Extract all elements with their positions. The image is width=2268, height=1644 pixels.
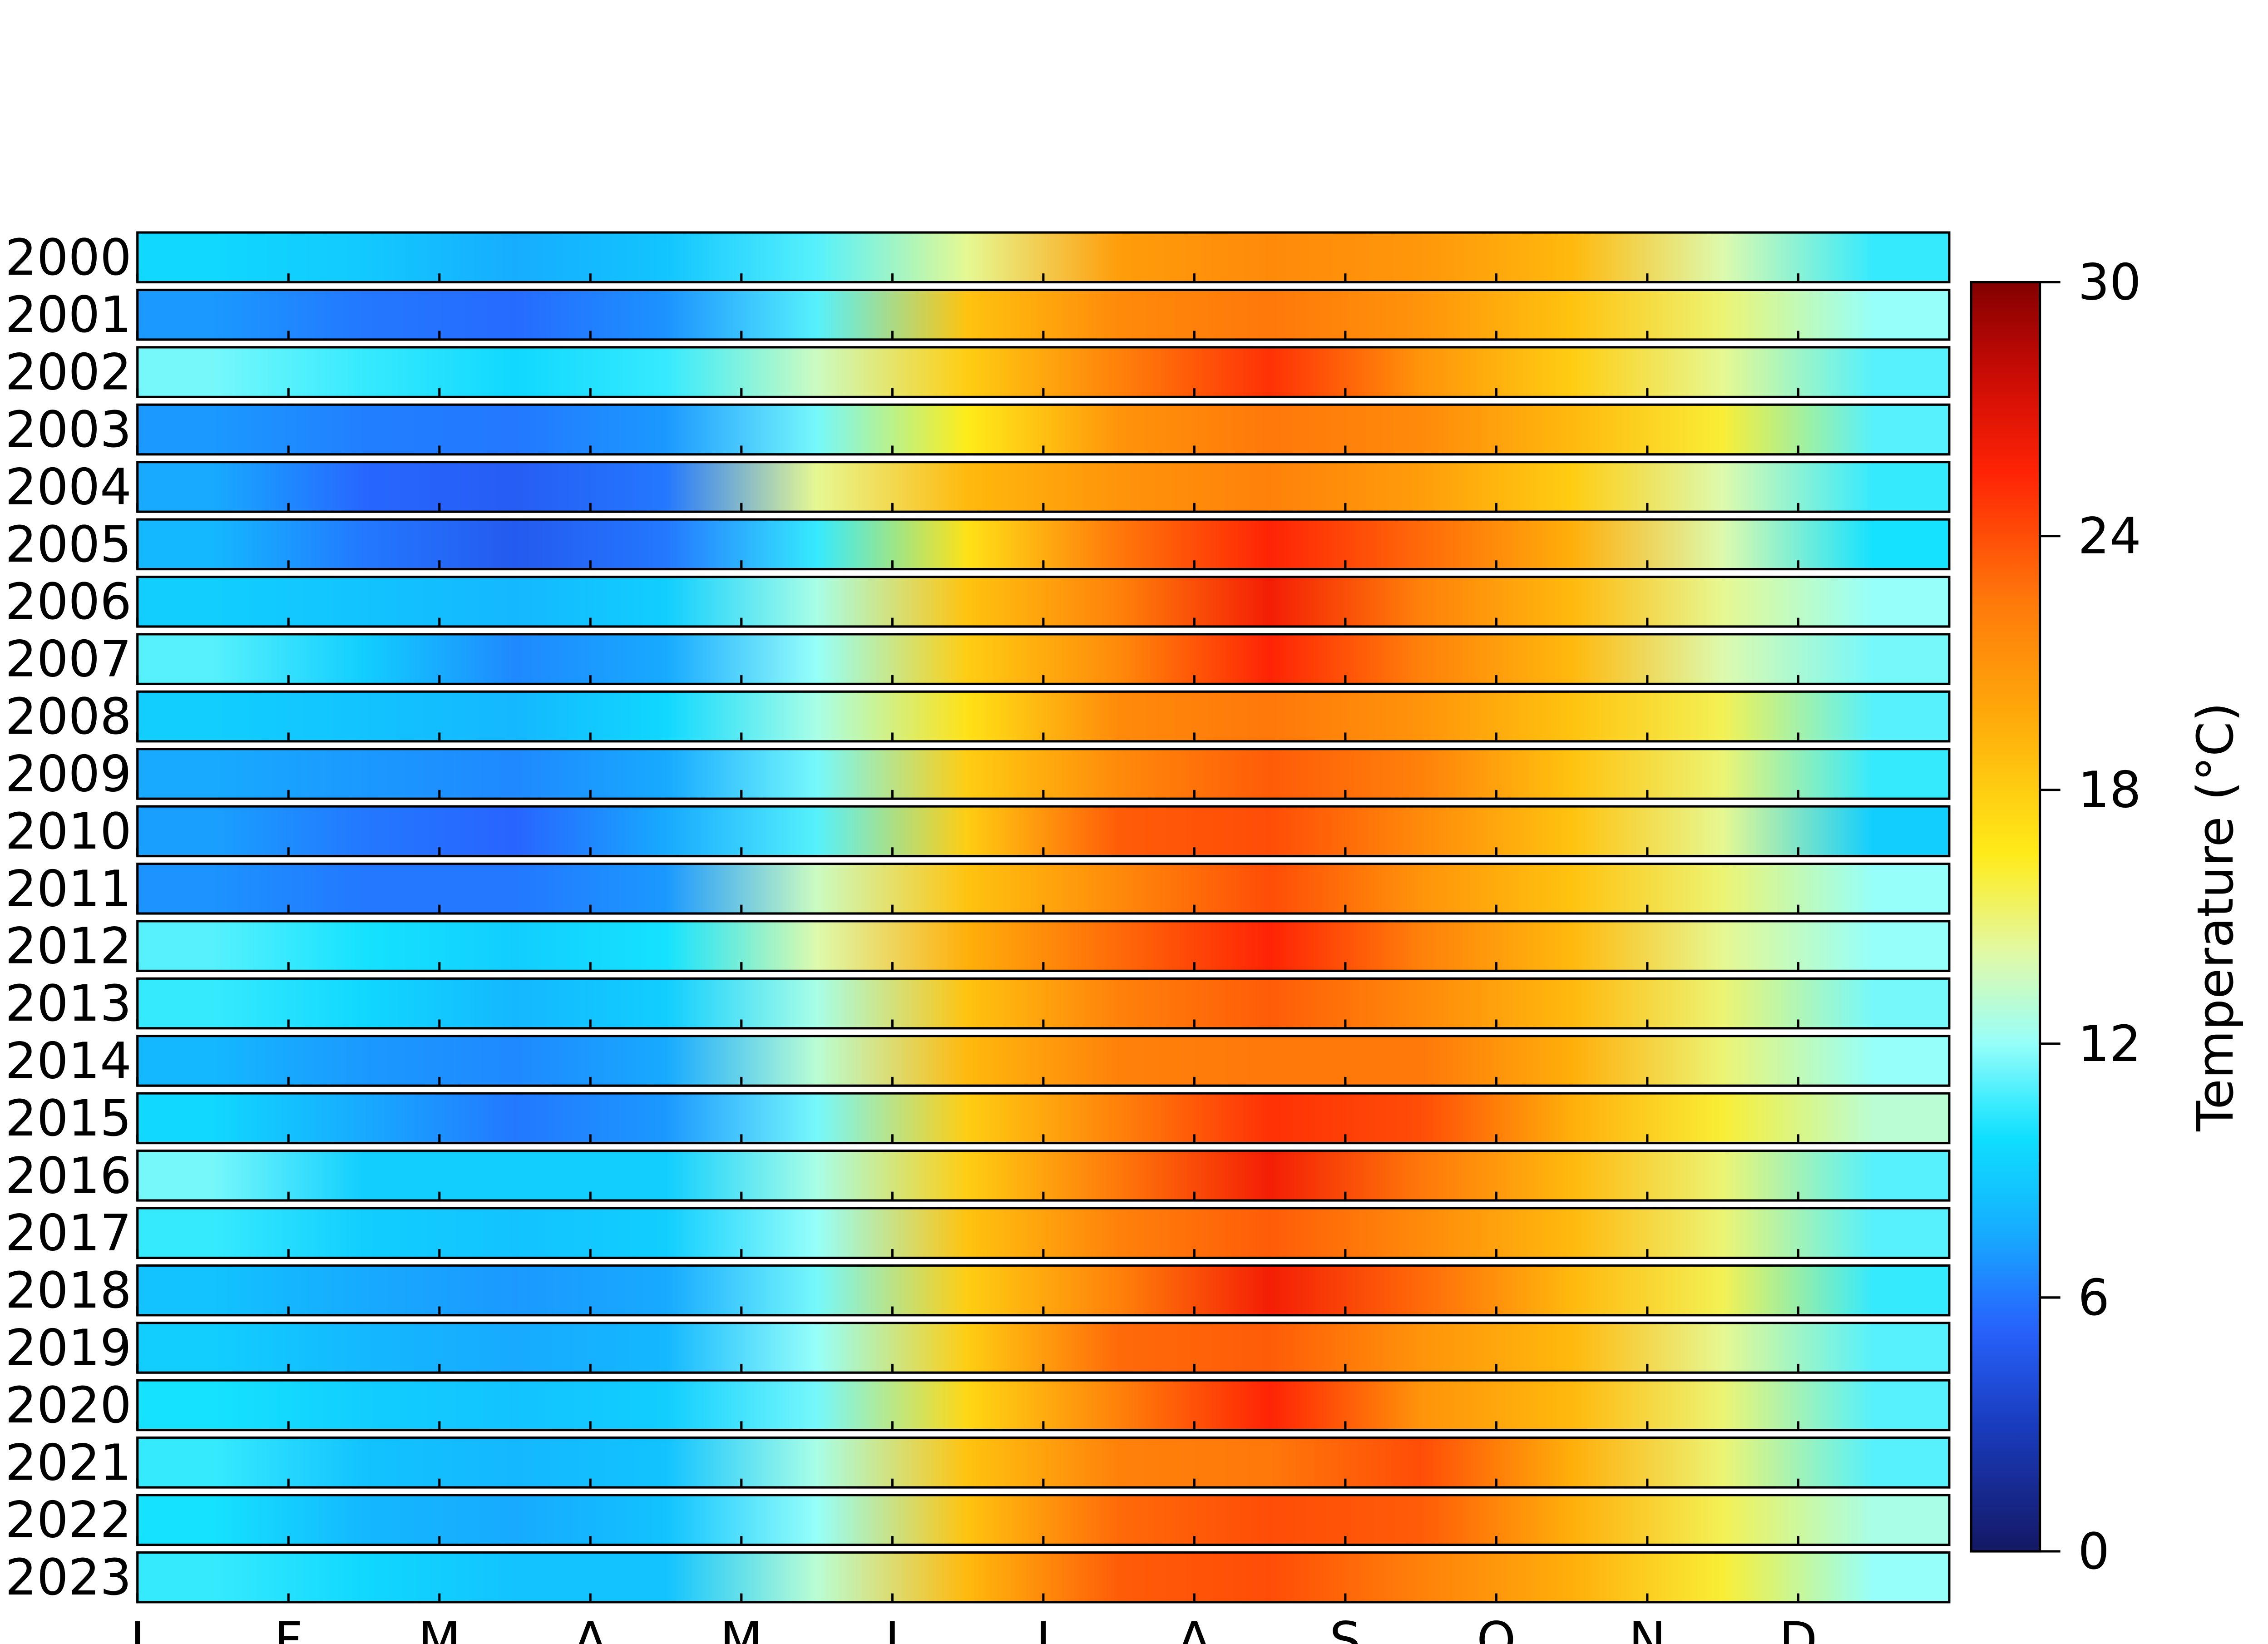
row-label-year: 2008 [5,687,132,745]
heatmap-row: 2020 [5,1376,1951,1434]
heatmap-row: 2018 [5,1261,1951,1319]
colorbar-gradient [1970,281,2041,1553]
row-label-year: 2017 [5,1204,132,1262]
x-tick-label-month: D [1779,1611,1817,1644]
row-label-year: 2006 [5,573,132,631]
heatmap-row: 2014 [5,1032,1951,1090]
heatmap-row: 2011 [5,859,1951,918]
row-label-year: 2001 [5,286,132,344]
row-label-year: 2020 [5,1376,132,1434]
colorbar-tick-label: 24 [2078,507,2141,565]
row-label-year: 2000 [5,228,132,286]
heatmap-row: 2001 [5,286,1951,344]
colorbar-tick-label: 18 [2078,761,2141,819]
heatmap-row: 2004 [5,458,1951,516]
row-label-year: 2002 [5,343,132,401]
row-label-year: 2015 [5,1089,132,1147]
colorbar: 0 6 12 18 24 30 Temperature (°C) [1970,253,2244,1580]
colorbar-tick-label: 0 [2078,1522,2110,1580]
row-label-year: 2013 [5,974,132,1032]
x-tick-label-month: A [573,1611,608,1644]
heatmap-row: 2022 [5,1491,1951,1549]
x-tick-label-month: M [720,1611,763,1644]
row-label-year: 2021 [5,1433,132,1491]
heatmap-row: 2006 [5,573,1951,631]
heatmap-row: 2013 [5,974,1951,1032]
row-label-year: 2007 [5,630,132,688]
colorbar-tick-label: 12 [2078,1015,2141,1073]
x-tick-label-month: M [418,1611,461,1644]
colorbar-label: Temperature (°C) [2186,702,2244,1132]
x-tick-label-month: N [1629,1611,1666,1644]
heatmap-row: 2009 [5,745,1951,803]
x-tick-label-month: O [1477,1611,1516,1644]
row-label-year: 2005 [5,515,132,573]
heatmap-row: 2007 [5,630,1951,688]
colorbar-tick-label: 6 [2078,1269,2110,1327]
row-label-year: 2004 [5,458,132,516]
heatmap-row: 2003 [5,400,1951,459]
heatmap-row: 2008 [5,687,1951,745]
x-tick-label-month: F [274,1611,303,1644]
row-label-year: 2003 [5,400,132,459]
x-tick-label-month: J [128,1611,145,1644]
heatmap-rows: 2000200120022003200420052006200720082009… [5,228,1951,1606]
heatmap-row: 2015 [5,1089,1951,1147]
row-label-year: 2012 [5,917,132,975]
heatmap-row: 2005 [5,515,1951,573]
x-tick-label-month: J [882,1611,899,1644]
heatmap-row: 2021 [5,1433,1951,1491]
x-tick-label-month: S [1329,1611,1361,1644]
x-tick-label-month: J [1033,1611,1051,1644]
heatmap-row: 2023 [5,1548,1951,1606]
x-tick-label-month: A [1177,1611,1211,1644]
heatmap-row: 2012 [5,917,1951,975]
heatmap-row: 2017 [5,1204,1951,1262]
colorbar-tick-label: 30 [2078,253,2141,311]
heatmap-row: 2010 [5,802,1951,860]
row-label-year: 2016 [5,1146,132,1205]
row-label-year: 2022 [5,1491,132,1549]
row-label-year: 2011 [5,859,132,918]
row-label-year: 2018 [5,1261,132,1319]
heatmap-row: 2016 [5,1146,1951,1205]
row-label-year: 2023 [5,1548,132,1606]
row-label-year: 2014 [5,1032,132,1090]
heatmap-row: 2019 [5,1318,1951,1377]
heatmap-row: 2000 [5,228,1951,286]
row-label-year: 2010 [5,802,132,860]
heatmap-row: 2002 [5,343,1951,401]
row-label-year: 2009 [5,745,132,803]
row-label-year: 2019 [5,1318,132,1377]
